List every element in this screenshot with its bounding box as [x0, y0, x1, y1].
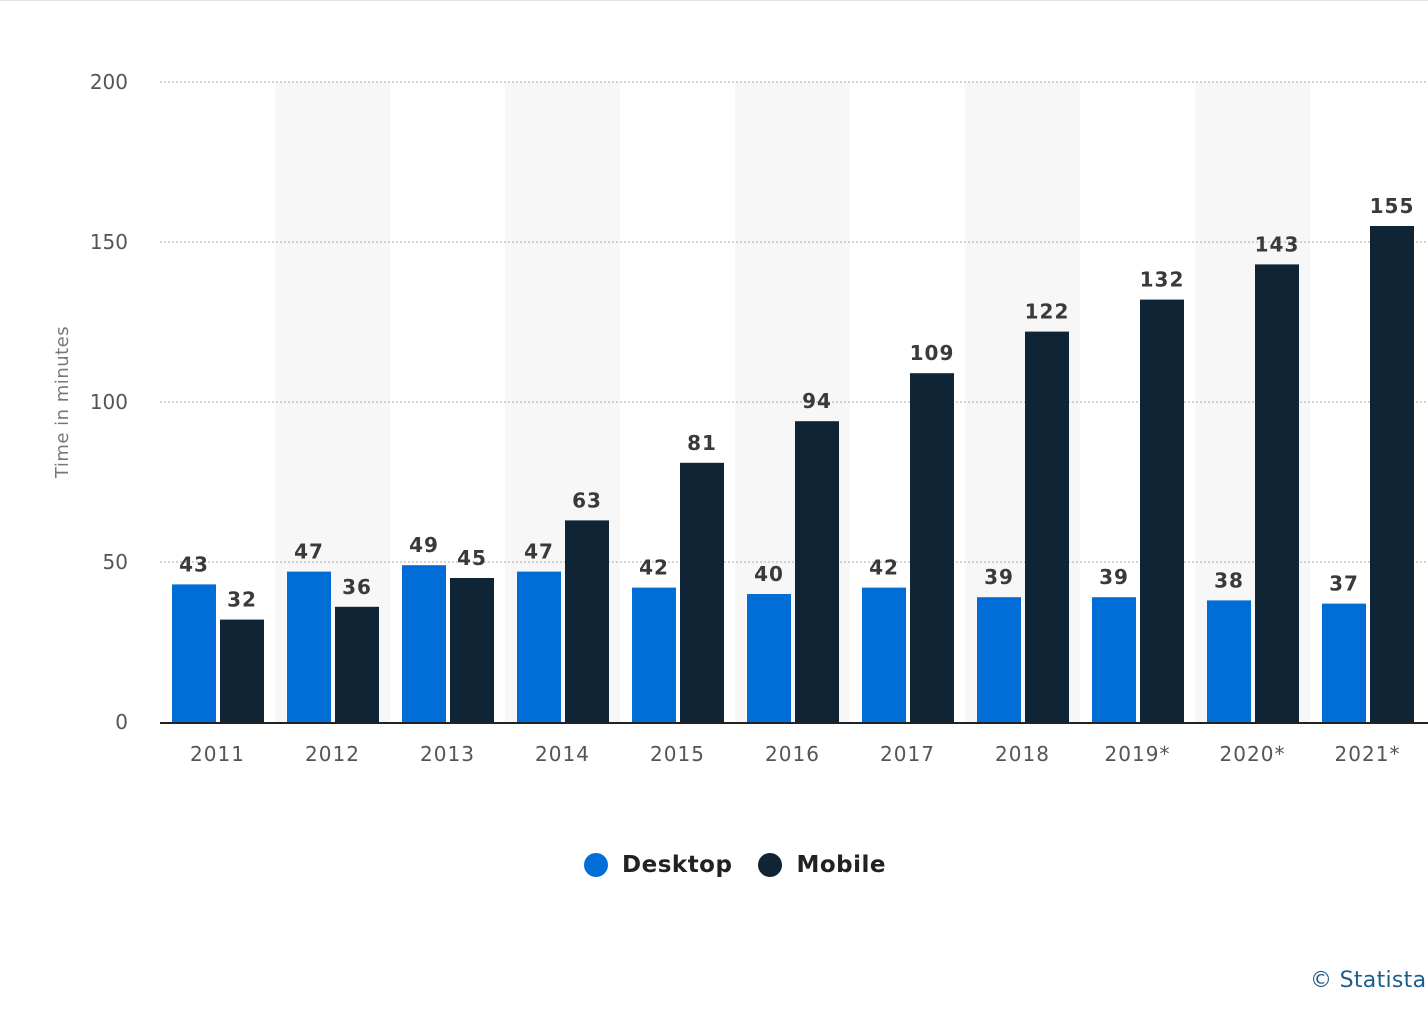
bar-mobile-2016[interactable]	[795, 421, 839, 722]
x-tick-label: 2017	[880, 742, 935, 766]
x-tick-label: 2014	[535, 742, 590, 766]
bar-mobile-2012[interactable]	[335, 606, 379, 722]
bar-desktop-2011[interactable]	[172, 584, 216, 722]
data-label-mobile: 122	[1025, 300, 1070, 324]
data-label-mobile: 81	[687, 431, 717, 455]
data-label-mobile: 155	[1370, 194, 1415, 218]
x-tick-label: 2013	[420, 742, 475, 766]
x-tick-label: 2015	[650, 742, 705, 766]
y-tick-label: 50	[103, 550, 128, 574]
bar-desktop-2017[interactable]	[862, 587, 906, 722]
y-tick-label: 0	[115, 710, 128, 734]
data-label-mobile: 36	[342, 575, 372, 599]
bars	[172, 226, 1414, 722]
legend-label-desktop: Desktop	[622, 852, 733, 878]
bar-mobile-2013[interactable]	[450, 578, 494, 722]
data-label-desktop: 47	[294, 540, 324, 564]
data-label-desktop: 47	[524, 540, 554, 564]
bar-desktop-2016[interactable]	[747, 594, 791, 722]
data-label-mobile: 63	[572, 488, 602, 512]
bar-desktop-2021*[interactable]	[1322, 603, 1366, 722]
y-tick-label: 150	[90, 230, 128, 254]
y-axis-label: Time in minutes	[52, 326, 73, 479]
data-label-mobile: 143	[1255, 232, 1300, 256]
bar-desktop-2012[interactable]	[287, 571, 331, 722]
data-label-desktop: 49	[409, 533, 439, 557]
data-label-desktop: 39	[1099, 565, 1129, 589]
data-label-mobile: 45	[457, 546, 487, 570]
bar-mobile-2017[interactable]	[910, 373, 954, 722]
data-labels: 43 47 49 47 42 40 42 39 39 38 37 32 36 45 63 81 94 109 122…	[179, 194, 1415, 612]
bar-desktop-2020*[interactable]	[1207, 600, 1251, 722]
data-label-mobile: 109	[910, 341, 955, 365]
data-label-mobile: 32	[227, 588, 257, 612]
data-label-mobile: 132	[1140, 268, 1185, 292]
x-tick-label: 2011	[190, 742, 245, 766]
bar-mobile-2015[interactable]	[680, 462, 724, 722]
bar-desktop-2015[interactable]	[632, 587, 676, 722]
legend: Desktop Mobile	[0, 852, 1428, 878]
x-tick-label: 2018	[995, 742, 1050, 766]
bar-desktop-2019*[interactable]	[1092, 597, 1136, 722]
x-tick-label: 2012	[305, 742, 360, 766]
mobile-swatch-icon	[758, 853, 783, 877]
x-tick-label: 2020*	[1220, 742, 1286, 766]
data-label-desktop: 37	[1329, 572, 1359, 596]
data-label-desktop: 42	[869, 556, 899, 580]
data-label-desktop: 39	[984, 565, 1014, 589]
bar-mobile-2020*[interactable]	[1255, 264, 1299, 722]
bar-desktop-2014[interactable]	[517, 571, 561, 722]
bar-desktop-2013[interactable]	[402, 565, 446, 722]
desktop-swatch-icon	[584, 853, 609, 877]
data-label-desktop: 43	[179, 552, 209, 576]
bar-mobile-2011[interactable]	[220, 619, 264, 722]
gridlines	[160, 81, 1428, 563]
legend-label-mobile: Mobile	[796, 852, 886, 878]
x-tick-label: 2016	[765, 742, 820, 766]
statista-credit[interactable]: © Statista 2021	[1310, 968, 1428, 993]
bar-desktop-2018[interactable]	[977, 597, 1021, 722]
data-label-mobile: 94	[802, 389, 832, 413]
bar-mobile-2019*[interactable]	[1140, 299, 1184, 722]
x-tick-label: 2019*	[1105, 742, 1171, 766]
data-label-desktop: 42	[639, 556, 669, 580]
data-label-desktop: 38	[1214, 568, 1244, 592]
y-tick-label: 100	[90, 390, 128, 414]
bar-mobile-2018[interactable]	[1025, 331, 1069, 722]
data-label-desktop: 40	[754, 562, 784, 586]
y-tick-label: 200	[90, 70, 128, 94]
x-axis-ticks: 2011 2012 2013 2014 2015 2016 2017 2018 2019* 202…	[190, 742, 1401, 766]
legend-item-desktop[interactable]: Desktop	[584, 852, 732, 878]
bar-mobile-2021*[interactable]	[1370, 226, 1414, 722]
bar-mobile-2014[interactable]	[565, 520, 609, 722]
top-divider	[0, 0, 1428, 1]
y-axis-ticks: 0 50 100 150 200	[90, 70, 128, 734]
x-tick-label: 2021*	[1335, 742, 1401, 766]
legend-item-mobile[interactable]: Mobile	[758, 852, 886, 878]
